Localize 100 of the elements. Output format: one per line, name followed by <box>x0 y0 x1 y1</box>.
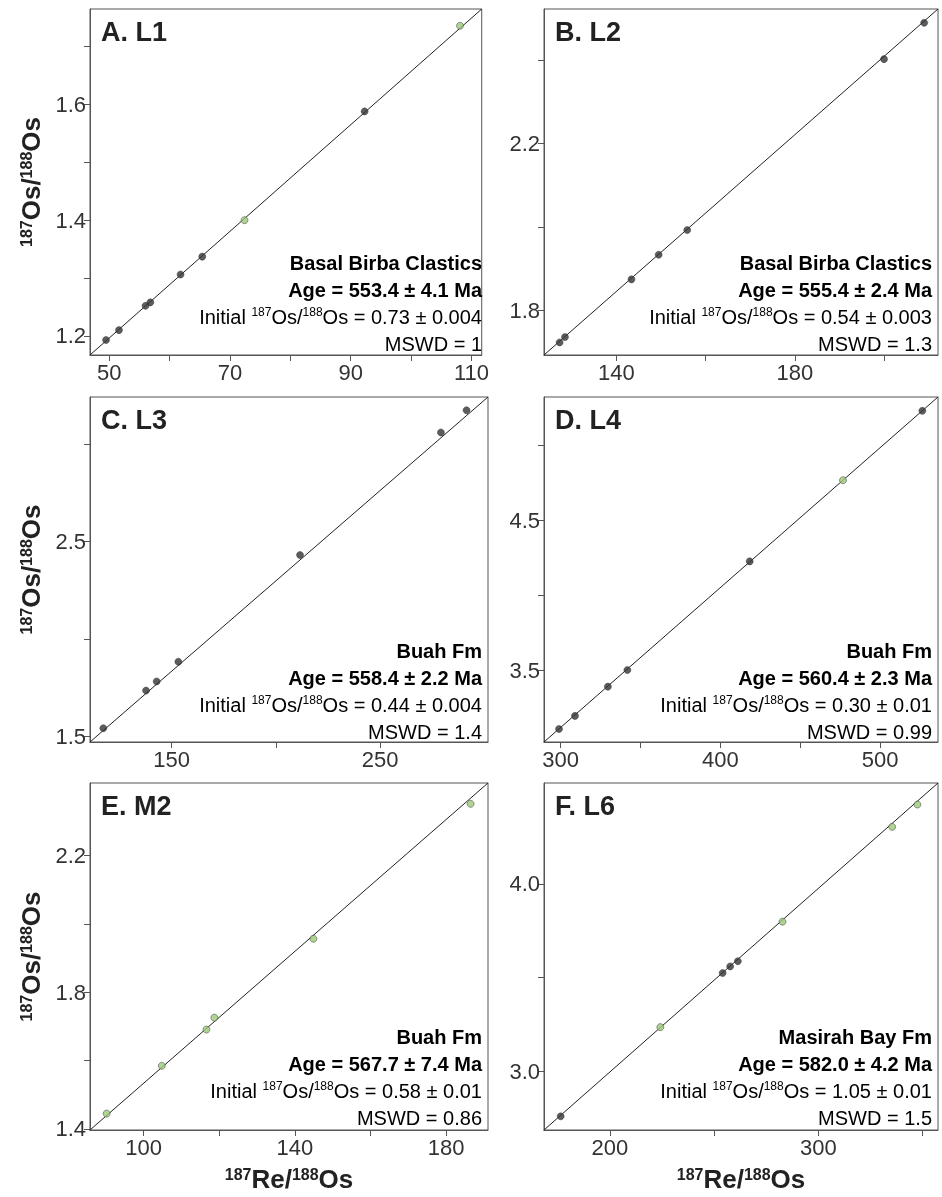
point <box>623 666 632 674</box>
y-axis-title: 187Os/188Os <box>16 891 46 1022</box>
point <box>158 1061 166 1070</box>
y-tick-label: 4.0 <box>509 871 540 897</box>
chart-title: A. L1 <box>101 17 168 47</box>
x-tick-label: 500 <box>861 746 899 772</box>
point <box>202 1025 211 1034</box>
y-tick-label: 1.4 <box>55 1116 86 1142</box>
annotation: MSWD = 1 <box>384 333 483 355</box>
annotation: Age = 553.4 ± 4.1 Ma <box>288 279 483 301</box>
x-tick-label: 140 <box>597 359 635 385</box>
y-tick-label: 2.2 <box>509 131 540 157</box>
annotation: Age = 560.4 ± 2.3 Ma <box>738 667 933 689</box>
point <box>240 216 249 224</box>
point <box>555 725 563 733</box>
point <box>296 551 304 559</box>
chart-title: E. M2 <box>101 791 172 821</box>
chart-title: F. L6 <box>555 791 616 821</box>
point <box>683 226 692 234</box>
point <box>718 969 727 977</box>
point <box>627 275 636 284</box>
point <box>437 428 445 437</box>
x-tick-label: 300 <box>799 1134 837 1160</box>
y-tick-label: 1.8 <box>509 298 540 324</box>
point <box>839 476 847 485</box>
point <box>309 934 318 943</box>
point <box>456 21 464 30</box>
annotation: Age = 582.0 ± 4.2 Ma <box>738 1053 933 1075</box>
annotation: Buah Fm <box>396 1026 483 1048</box>
annotation: Age = 567.7 ± 7.4 Ma <box>288 1053 483 1075</box>
annotation: MSWD = 1.5 <box>818 1107 933 1129</box>
x-tick-label: 180 <box>776 359 814 385</box>
point <box>745 557 754 566</box>
x-tick-label: 70 <box>217 359 243 385</box>
point <box>913 800 922 809</box>
point <box>176 270 185 279</box>
x-tick-label: 400 <box>701 746 739 772</box>
x-tick-label: 50 <box>97 359 122 385</box>
y-tick-label: 2.5 <box>55 529 86 555</box>
point <box>920 18 928 27</box>
point <box>115 326 123 334</box>
y-tick-label: 1.2 <box>55 323 86 349</box>
annotation: MSWD = 0.86 <box>356 1107 483 1129</box>
y-tick-label: 1.5 <box>55 723 86 749</box>
point <box>656 1023 665 1031</box>
y-tick-label: 4.5 <box>509 507 540 533</box>
y-axis-title: 187Os/188Os <box>16 117 46 247</box>
point <box>778 917 787 926</box>
point <box>462 406 471 415</box>
y-axis-title: 187Os/188Os <box>16 504 46 635</box>
x-tick-label: 250 <box>361 746 399 772</box>
x-tick-label: 140 <box>276 1134 314 1160</box>
x-tick-label: 200 <box>591 1134 629 1160</box>
point <box>174 657 183 666</box>
point <box>198 252 207 261</box>
point <box>880 55 888 63</box>
point <box>102 1109 111 1118</box>
annotation: Age = 555.4 ± 2.4 Ma <box>738 279 933 301</box>
annotation: Basal Birba Clastics <box>289 252 483 274</box>
point <box>556 1112 565 1121</box>
annotation: MSWD = 0.99 <box>806 721 933 743</box>
point <box>555 338 564 347</box>
annotation: Basal Birba Clastics <box>739 252 933 274</box>
y-tick-label: 2.2 <box>55 843 86 869</box>
point <box>102 336 110 344</box>
point <box>561 333 569 341</box>
annotation: MSWD = 1.3 <box>818 333 933 355</box>
annotation: MSWD = 1.4 <box>368 721 483 743</box>
point <box>571 712 579 720</box>
x-tick-label: 180 <box>427 1134 465 1160</box>
x-tick-label: 150 <box>153 746 191 772</box>
annotation: Masirah Bay Fm <box>778 1026 932 1048</box>
point <box>654 250 663 259</box>
chart-title: D. L4 <box>555 405 622 435</box>
annotation: Buah Fm <box>396 640 483 662</box>
point <box>734 957 742 965</box>
x-tick-label: 100 <box>125 1134 163 1160</box>
annotation: Age = 558.4 ± 2.2 Ma <box>288 667 483 689</box>
chart-title: B. L2 <box>555 17 622 47</box>
y-tick-label: 1.8 <box>55 979 86 1005</box>
point <box>466 800 475 808</box>
point <box>604 682 612 691</box>
point <box>146 298 155 307</box>
x-tick-label: 110 <box>453 359 489 385</box>
point <box>918 407 927 415</box>
annotation: Buah Fm <box>846 640 933 662</box>
point <box>142 686 150 695</box>
point <box>360 107 369 116</box>
point <box>726 962 734 971</box>
y-tick-label: 1.6 <box>55 91 86 117</box>
y-tick-label: 3.0 <box>509 1058 540 1084</box>
y-tick-label: 1.4 <box>55 207 86 233</box>
point <box>99 724 108 732</box>
y-tick-label: 3.5 <box>509 657 540 683</box>
chart-title: C. L3 <box>101 405 168 435</box>
point <box>888 823 896 831</box>
x-tick-label: 300 <box>542 746 579 772</box>
point <box>210 1013 219 1022</box>
x-tick-label: 90 <box>338 359 363 385</box>
point <box>152 677 161 686</box>
